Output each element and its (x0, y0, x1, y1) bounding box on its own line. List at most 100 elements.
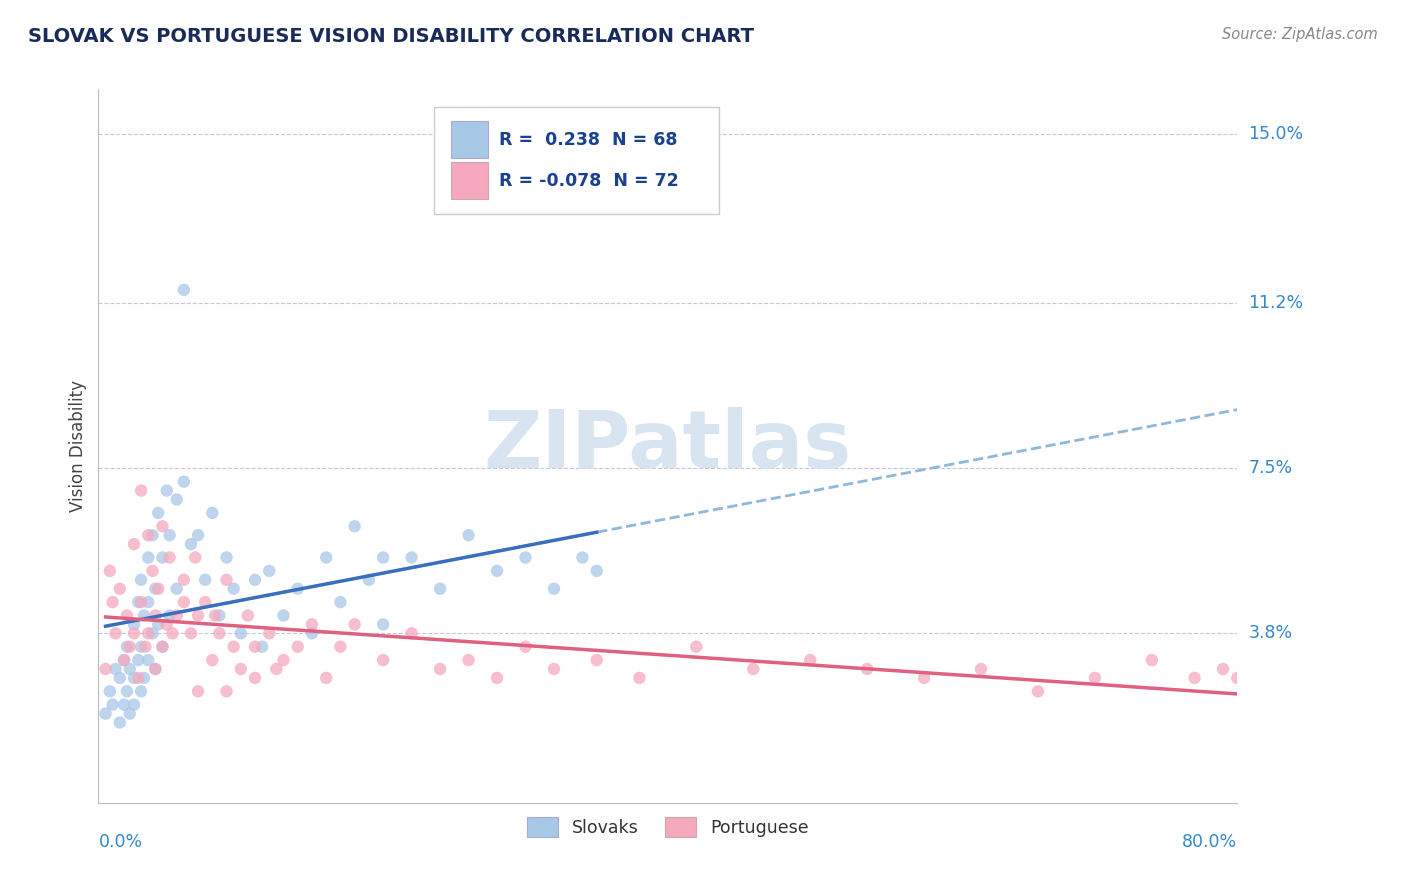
Point (187, 608, 209, 623)
Point (343, 617, 366, 632)
Point (145, 582, 167, 596)
Point (585, 564, 607, 578)
Point (173, 573, 195, 587)
Point (373, 653, 395, 667)
Point (136, 528, 159, 542)
Text: R = -0.078  N = 72: R = -0.078 N = 72 (499, 171, 679, 189)
Point (685, 640, 707, 654)
Point (127, 653, 149, 667)
Legend: Slovaks, Portuguese: Slovaks, Portuguese (520, 810, 815, 844)
Point (104, 662, 127, 676)
Point (273, 608, 295, 623)
Point (457, 528, 479, 542)
Point (173, 283, 195, 297)
Point (628, 671, 651, 685)
Point (515, 640, 537, 654)
Point (201, 653, 224, 667)
Point (129, 684, 152, 698)
Point (229, 662, 252, 676)
Point (401, 550, 423, 565)
Point (1140, 653, 1163, 667)
Y-axis label: Vision Disability: Vision Disability (69, 380, 87, 512)
Point (799, 653, 821, 667)
Point (115, 684, 138, 698)
Point (208, 608, 231, 623)
Point (98, 684, 121, 698)
Point (129, 595, 152, 609)
FancyBboxPatch shape (434, 107, 718, 214)
Point (148, 617, 170, 632)
Point (156, 617, 179, 632)
Point (94, 706, 117, 721)
Point (970, 662, 993, 676)
Point (152, 640, 174, 654)
Point (145, 608, 167, 623)
Text: SLOVAK VS PORTUGUESE VISION DISABILITY CORRELATION CHART: SLOVAK VS PORTUGUESE VISION DISABILITY C… (28, 27, 754, 45)
Point (159, 550, 181, 565)
Point (201, 506, 224, 520)
Text: Source: ZipAtlas.com: Source: ZipAtlas.com (1222, 27, 1378, 42)
Point (912, 671, 935, 685)
Point (115, 608, 138, 623)
Point (585, 653, 607, 667)
Text: 3.8%: 3.8% (1249, 624, 1292, 642)
Point (229, 626, 252, 640)
Point (122, 698, 145, 712)
Point (141, 626, 163, 640)
Point (301, 617, 323, 632)
Point (208, 626, 231, 640)
Point (259, 626, 281, 640)
Point (401, 626, 423, 640)
Point (187, 684, 209, 698)
Point (329, 595, 352, 609)
Point (118, 706, 141, 721)
Point (243, 573, 266, 587)
Point (136, 653, 159, 667)
Point (122, 617, 145, 632)
Point (98, 564, 121, 578)
Point (148, 506, 170, 520)
Point (187, 528, 209, 542)
Point (1226, 671, 1249, 685)
Point (250, 640, 273, 654)
Point (136, 626, 159, 640)
Point (315, 671, 337, 685)
Point (115, 640, 138, 654)
Point (486, 671, 509, 685)
Point (108, 715, 131, 730)
Point (315, 550, 337, 565)
Point (373, 617, 395, 632)
Point (543, 662, 565, 676)
Point (136, 550, 159, 565)
Point (215, 573, 238, 587)
Point (166, 608, 188, 623)
Point (287, 582, 309, 596)
Point (152, 519, 174, 533)
Point (266, 662, 288, 676)
Point (856, 662, 879, 676)
Text: 15.0%: 15.0% (1249, 125, 1303, 143)
Point (145, 662, 167, 676)
Point (180, 626, 202, 640)
Point (243, 640, 266, 654)
Point (273, 653, 295, 667)
Point (159, 608, 181, 623)
FancyBboxPatch shape (451, 162, 488, 199)
Text: 0.0%: 0.0% (98, 833, 142, 851)
Point (141, 528, 163, 542)
Point (129, 483, 152, 498)
Point (112, 653, 135, 667)
Point (118, 640, 141, 654)
Point (152, 640, 174, 654)
Point (429, 582, 451, 596)
Text: 11.2%: 11.2% (1249, 294, 1303, 312)
Point (129, 573, 152, 587)
Point (108, 671, 131, 685)
Point (101, 698, 124, 712)
Point (145, 662, 167, 676)
Point (112, 698, 135, 712)
Point (515, 550, 537, 565)
Point (132, 671, 155, 685)
Point (180, 537, 202, 551)
Point (132, 608, 155, 623)
